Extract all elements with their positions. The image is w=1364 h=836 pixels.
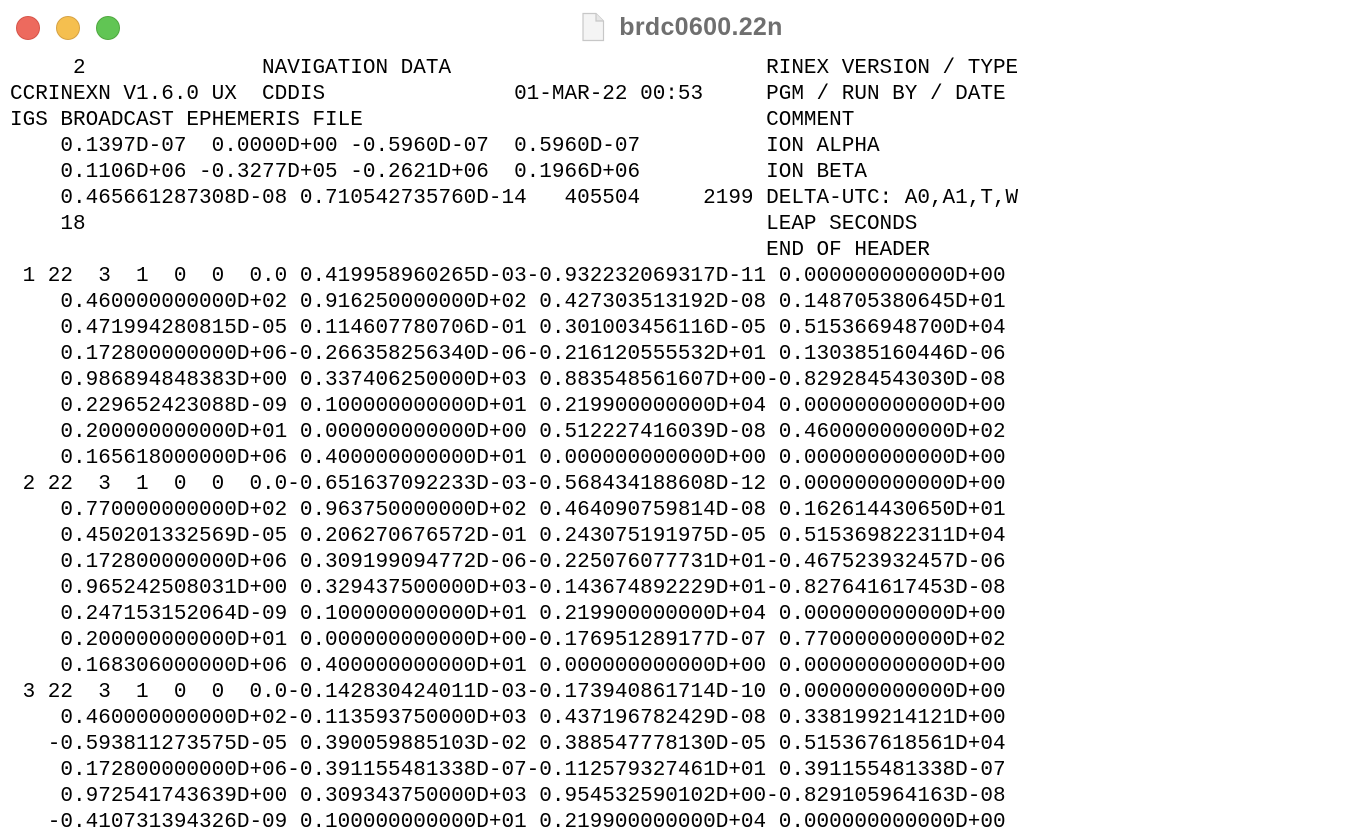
text-line: 0.229652423088D-09 0.100000000000D+01 0.… <box>10 395 1006 418</box>
text-line: IGS BROADCAST EPHEMERIS FILE COMMENT <box>10 109 855 132</box>
text-line: 18 LEAP SECONDS <box>10 213 918 236</box>
text-line: 0.972541743639D+00 0.309343750000D+03 0.… <box>10 785 1006 808</box>
text-line: CCRINEXN V1.6.0 UX CDDIS 01-MAR-22 00:53… <box>10 83 1006 106</box>
text-line: 0.965242508031D+00 0.329437500000D+03-0.… <box>10 577 1006 600</box>
text-line: 2 NAVIGATION DATA RINEX VERSION / TYPE <box>10 57 1019 80</box>
text-line: 0.1106D+06 -0.3277D+05 -0.2621D+06 0.196… <box>10 161 867 184</box>
text-line: 0.460000000000D+02 0.916250000000D+02 0.… <box>10 291 1006 314</box>
text-line: 0.200000000000D+01 0.000000000000D+00-0.… <box>10 629 1006 652</box>
text-line: 0.770000000000D+02 0.963750000000D+02 0.… <box>10 499 1006 522</box>
text-line: 0.247153152064D-09 0.100000000000D+01 0.… <box>10 603 1006 626</box>
zoom-button[interactable] <box>96 16 120 40</box>
text-line: 0.172800000000D+06-0.266358256340D-06-0.… <box>10 343 1006 366</box>
window-title: brdc0600.22n <box>619 12 783 41</box>
text-line: 0.986894848383D+00 0.337406250000D+03 0.… <box>10 369 1006 392</box>
text-line: 0.450201332569D-05 0.206270676572D-01 0.… <box>10 525 1006 548</box>
document-icon <box>581 12 605 42</box>
text-line: -0.593811273575D-05 0.390059885103D-02 0… <box>10 733 1006 756</box>
window-title-group: brdc0600.22n <box>0 12 1364 42</box>
text-line: 1 22 3 1 0 0 0.0 0.419958960265D-03-0.93… <box>10 265 1006 288</box>
text-line: 0.460000000000D+02-0.113593750000D+03 0.… <box>10 707 1006 730</box>
close-button[interactable] <box>16 16 40 40</box>
text-line: 0.1397D-07 0.0000D+00 -0.5960D-07 0.5960… <box>10 135 880 158</box>
minimize-button[interactable] <box>56 16 80 40</box>
text-line: 0.165618000000D+06 0.400000000000D+01 0.… <box>10 447 1006 470</box>
text-line: 0.172800000000D+06-0.391155481338D-07-0.… <box>10 759 1006 782</box>
text-line: 0.168306000000D+06 0.400000000000D+01 0.… <box>10 655 1006 678</box>
text-line: -0.410731394326D-09 0.100000000000D+01 0… <box>10 811 1006 834</box>
text-line: 0.172800000000D+06 0.309199094772D-06-0.… <box>10 551 1006 574</box>
text-line: END OF HEADER <box>10 239 930 262</box>
text-line: 2 22 3 1 0 0 0.0-0.651637092233D-03-0.56… <box>10 473 1006 496</box>
text-line: 3 22 3 1 0 0 0.0-0.142830424011D-03-0.17… <box>10 681 1006 704</box>
text-line: 0.471994280815D-05 0.114607780706D-01 0.… <box>10 317 1006 340</box>
text-line: 0.465661287308D-08 0.710542735760D-14 40… <box>10 187 1019 210</box>
file-content[interactable]: 2 NAVIGATION DATA RINEX VERSION / TYPE C… <box>0 56 1364 836</box>
title-bar[interactable]: brdc0600.22n <box>0 0 1364 56</box>
text-line: 0.200000000000D+01 0.000000000000D+00 0.… <box>10 421 1006 444</box>
